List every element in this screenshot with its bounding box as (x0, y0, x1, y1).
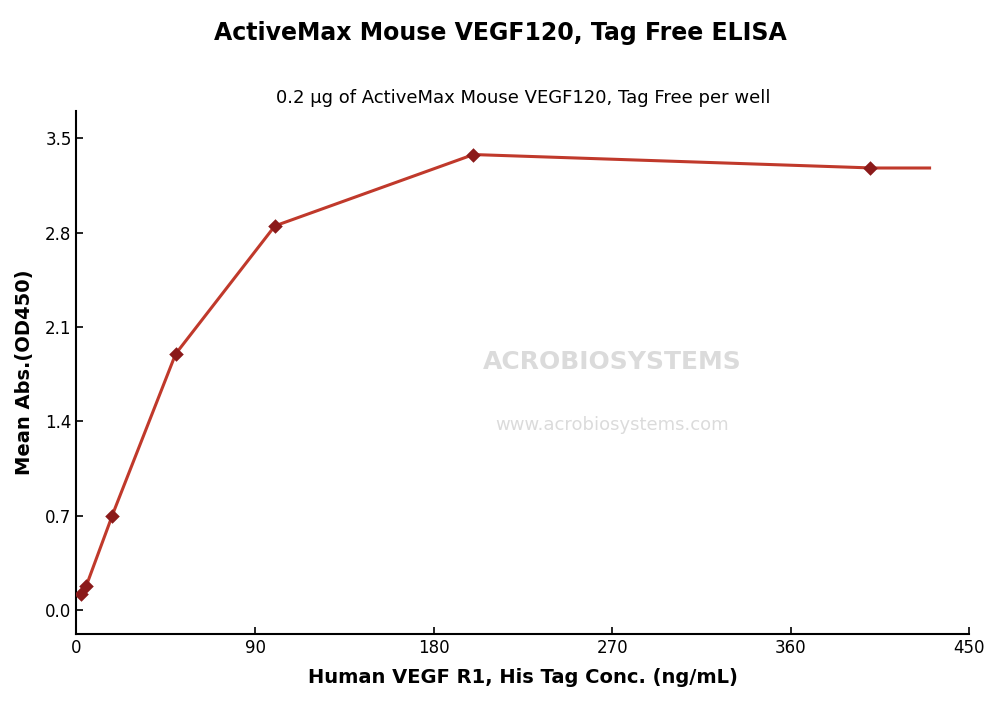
Point (78, 580, 94, 591)
Y-axis label: Mean Abs.(OD450): Mean Abs.(OD450) (15, 270, 34, 475)
Point (73, 588, 89, 600)
Point (267, 220, 283, 232)
Text: www.acrobiosystems.com: www.acrobiosystems.com (495, 416, 729, 434)
Text: ActiveMax Mouse VEGF120, Tag Free ELISA: ActiveMax Mouse VEGF120, Tag Free ELISA (214, 21, 786, 45)
Title: 0.2 μg of ActiveMax Mouse VEGF120, Tag Free per well: 0.2 μg of ActiveMax Mouse VEGF120, Tag F… (276, 89, 770, 107)
Point (862, 162, 878, 173)
Point (168, 348, 184, 359)
Text: ACROBIOSYSTEMS: ACROBIOSYSTEMS (483, 350, 742, 374)
Point (104, 510, 120, 521)
X-axis label: Human VEGF R1, His Tag Conc. (ng/mL): Human VEGF R1, His Tag Conc. (ng/mL) (308, 668, 738, 687)
Point (465, 149, 481, 160)
